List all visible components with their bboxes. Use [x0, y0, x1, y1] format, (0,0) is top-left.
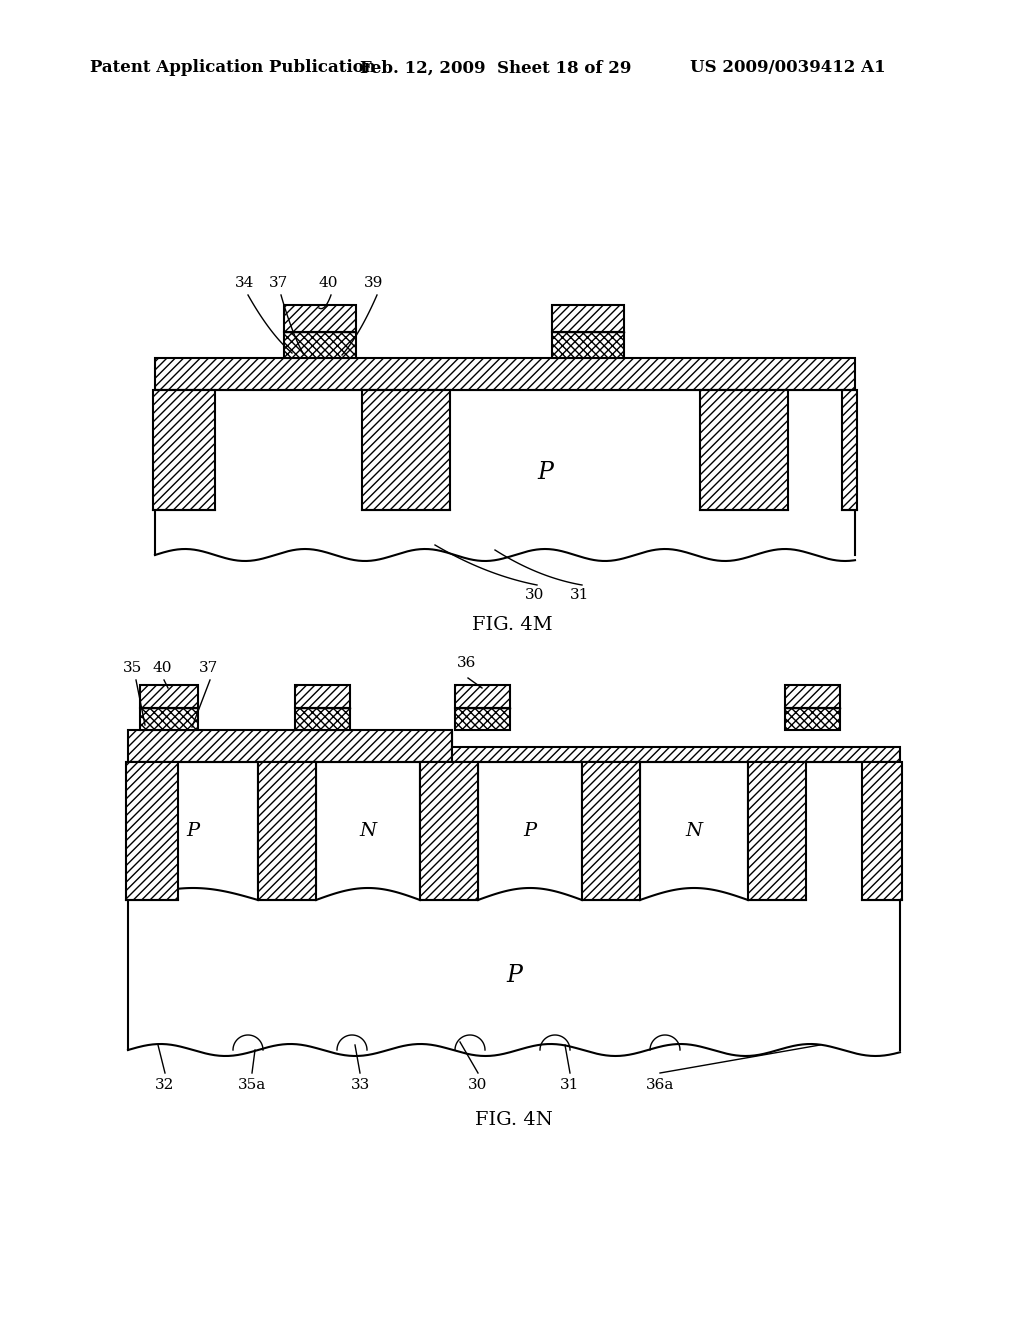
- Text: 36: 36: [458, 656, 477, 671]
- Bar: [700, 389, 788, 510]
- Bar: [842, 389, 857, 510]
- Text: 37: 37: [268, 276, 288, 290]
- Text: Feb. 12, 2009  Sheet 18 of 29: Feb. 12, 2009 Sheet 18 of 29: [360, 59, 632, 77]
- Text: 32: 32: [156, 1078, 175, 1092]
- Text: P: P: [186, 822, 200, 840]
- Text: 35: 35: [123, 661, 142, 675]
- Text: Patent Application Publication: Patent Application Publication: [90, 59, 376, 77]
- Bar: [128, 762, 900, 1049]
- Bar: [455, 708, 510, 730]
- Bar: [785, 708, 840, 730]
- Bar: [284, 331, 356, 358]
- Bar: [258, 762, 316, 900]
- Text: 31: 31: [570, 587, 590, 602]
- Text: P: P: [523, 822, 537, 840]
- Text: 40: 40: [318, 276, 338, 290]
- Bar: [785, 685, 840, 708]
- Bar: [284, 305, 356, 331]
- Bar: [128, 730, 452, 762]
- Text: 39: 39: [365, 276, 384, 290]
- Text: N: N: [685, 822, 702, 840]
- Bar: [452, 747, 900, 762]
- Bar: [420, 762, 478, 900]
- Bar: [153, 389, 215, 510]
- Bar: [582, 762, 640, 900]
- Text: P: P: [537, 461, 553, 484]
- Bar: [126, 762, 178, 900]
- Text: FIG. 4N: FIG. 4N: [475, 1111, 553, 1129]
- Text: FIG. 4M: FIG. 4M: [472, 616, 552, 634]
- Bar: [155, 389, 855, 554]
- Text: 37: 37: [199, 661, 218, 675]
- Text: 35a: 35a: [238, 1078, 266, 1092]
- Bar: [295, 685, 350, 708]
- Bar: [552, 305, 624, 331]
- Bar: [140, 708, 198, 730]
- Text: 34: 34: [236, 276, 255, 290]
- Text: 30: 30: [468, 1078, 487, 1092]
- Text: 40: 40: [153, 661, 172, 675]
- Text: N: N: [359, 822, 377, 840]
- Bar: [862, 762, 902, 900]
- Text: US 2009/0039412 A1: US 2009/0039412 A1: [690, 59, 886, 77]
- Text: P: P: [506, 964, 522, 986]
- Text: 36a: 36a: [646, 1078, 674, 1092]
- Bar: [140, 685, 198, 708]
- Bar: [155, 358, 855, 389]
- Bar: [295, 708, 350, 730]
- Bar: [455, 685, 510, 708]
- Bar: [748, 762, 806, 900]
- Text: 33: 33: [350, 1078, 370, 1092]
- Text: 30: 30: [525, 587, 545, 602]
- Bar: [552, 331, 624, 358]
- Bar: [362, 389, 450, 510]
- Text: 31: 31: [560, 1078, 580, 1092]
